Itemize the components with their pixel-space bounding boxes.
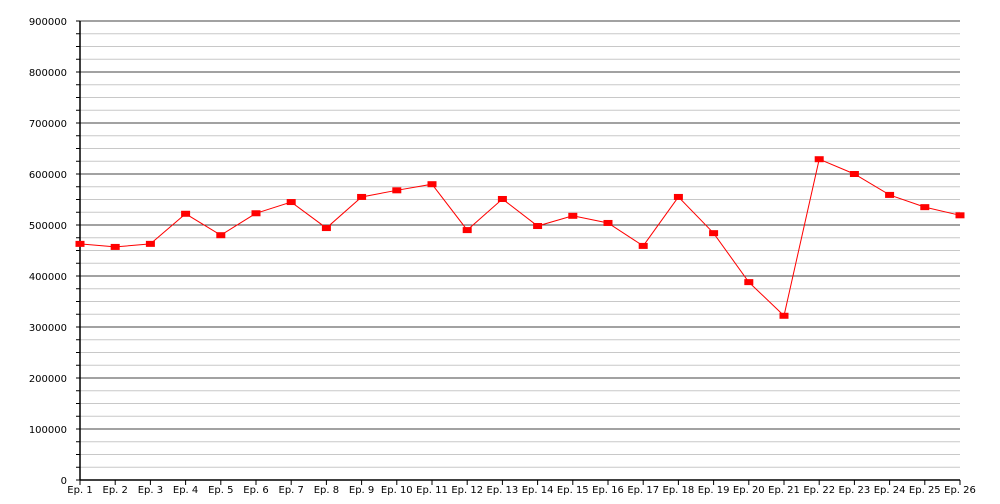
data-point [286,199,296,206]
data-point [321,225,331,232]
data-point [145,240,155,247]
y-tick-label: 700000 [29,119,67,130]
x-tick-label: Ep. 2 [103,485,128,496]
x-tick-label: Ep. 15 [557,485,589,496]
data-point [181,210,191,217]
data-point [216,232,226,239]
x-tick-label: Ep. 6 [243,485,268,496]
data-point [885,191,895,198]
data-point [392,187,402,194]
y-tick-label: 200000 [29,374,67,385]
data-point [920,204,930,211]
x-tick-label: Ep. 5 [208,485,233,496]
x-tick-label: Ep. 4 [173,485,198,496]
x-tick-label: Ep. 7 [279,485,304,496]
y-tick-label: 300000 [29,323,67,334]
x-tick-label: Ep. 8 [314,485,339,496]
x-tick-label: Ep. 14 [522,485,554,496]
x-tick-label: Ep. 16 [592,485,624,496]
y-tick-label: 500000 [29,221,67,232]
y-tick-label: 900000 [29,17,67,28]
x-tick-label: Ep. 20 [733,485,765,496]
data-point [709,230,719,237]
y-tick-label: 100000 [29,425,67,436]
data-point [427,181,437,188]
data-point [673,193,683,200]
series-line [79,158,961,317]
data-point [603,219,613,226]
x-tick-label: Ep. 25 [909,485,941,496]
data-point [814,156,824,163]
data-point [357,193,367,200]
y-tick-label: 0 [61,476,67,487]
data-point [75,240,85,247]
x-tick-label: Ep. 26 [944,485,976,496]
data-point [497,195,507,202]
x-tick-label: Ep. 10 [381,485,413,496]
data-point [533,223,543,230]
data-point [462,227,472,234]
data-point [638,242,648,249]
x-tick-label: Ep. 13 [487,485,519,496]
x-tick-label: Ep. 24 [874,485,906,496]
x-tick-label: Ep. 23 [839,485,871,496]
data-point [955,212,965,219]
x-tick-label: Ep. 19 [698,485,730,496]
data-point [251,210,261,217]
x-tick-label: Ep. 21 [768,485,800,496]
data-point [568,212,578,219]
y-tick-label: 600000 [29,170,67,181]
data-point [744,279,754,286]
x-tick-label: Ep. 9 [349,485,374,496]
y-tick-label: 400000 [29,272,67,283]
data-point [110,243,120,250]
x-tick-label: Ep. 18 [663,485,695,496]
x-tick-label: Ep. 22 [803,485,835,496]
x-tick-label: Ep. 17 [627,485,659,496]
x-tick-label: Ep. 11 [416,485,448,496]
x-tick-label: Ep. 3 [138,485,163,496]
x-tick-label: Ep. 1 [67,485,92,496]
data-point [849,171,859,177]
x-tick-label: Ep. 12 [451,485,483,496]
y-tick-label: 800000 [29,68,67,79]
data-point [779,312,789,319]
